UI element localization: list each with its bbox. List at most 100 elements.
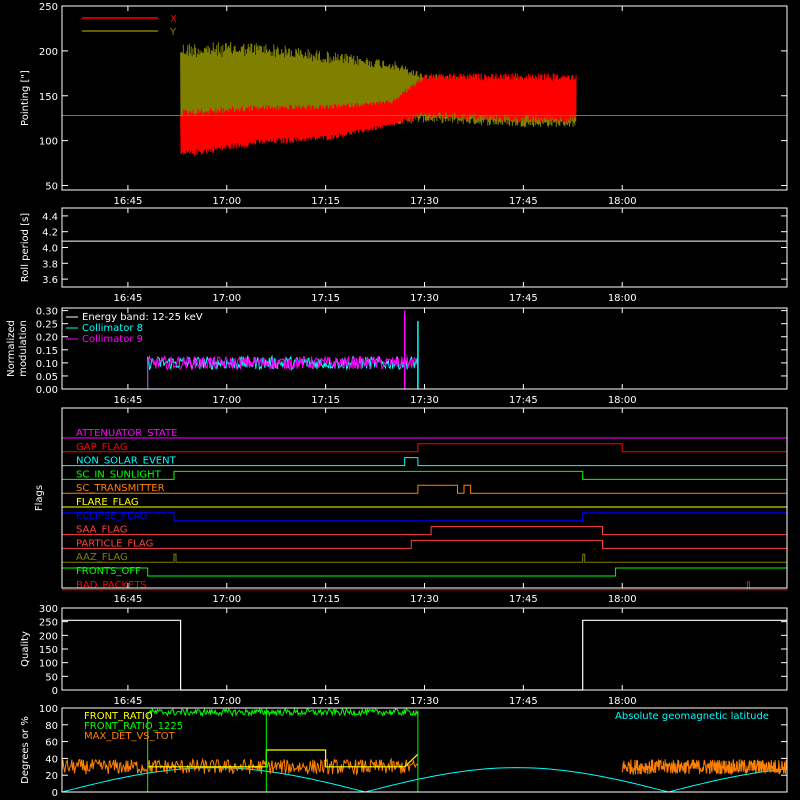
- flag-particle_flag-line: [62, 539, 787, 549]
- quality-xtick-label: 17:15: [311, 696, 340, 707]
- quality-xtick-label: 18:00: [608, 696, 637, 707]
- quality-ytick-label: 50: [45, 672, 58, 683]
- roll-ylabel: Roll period [s]: [20, 213, 31, 282]
- modulation-legend-label: Collimator 9: [82, 334, 143, 345]
- flag-eclipse_flag-line: [61, 512, 788, 522]
- pointing-ytick-label: 150: [39, 92, 58, 103]
- roll-xtick-label: 17:15: [311, 293, 340, 304]
- ratios-ylabel: Degrees or %: [20, 716, 31, 784]
- flags-xtick-label: 17:00: [212, 594, 241, 605]
- flag-sc_transmitter-label: SC_TRANSMITTER: [76, 483, 165, 494]
- pointing-xtick-label: 17:30: [410, 196, 439, 207]
- roll-ytick-label: 4.4: [42, 212, 58, 223]
- flag-bad_packets-label: BAD_PACKETS: [76, 580, 147, 591]
- latitude-annotation: Absolute geomagnetic latitude: [615, 711, 769, 722]
- flag-flare_flag-label: FLARE_FLAG: [76, 497, 139, 508]
- quality-xtick-label: 16:45: [113, 696, 142, 707]
- latitude-curve: [61, 767, 788, 793]
- ratios-frame: [61, 707, 788, 793]
- quality-xtick-label: 17:30: [410, 696, 439, 707]
- quality-ytick-label: 100: [39, 659, 58, 670]
- flags-xtick-label: 16:45: [113, 594, 142, 605]
- ratios-ytick-label: 60: [45, 738, 58, 749]
- quality-ytick-label: 200: [39, 631, 58, 642]
- flags-xtick-label: 17:15: [311, 594, 340, 605]
- modulation-ytick-label: 0.10: [36, 359, 58, 370]
- flag-saa_flag-line: [62, 526, 787, 536]
- quality-ytick-label: 300: [39, 604, 58, 615]
- modulation-xtick-label: 17:00: [212, 395, 241, 406]
- pointing-xtick-label: 18:00: [608, 196, 637, 207]
- ratios-legend-label: FRONT_RATIO_1225: [84, 721, 183, 732]
- flag-gap_flag-label: GAP_FLAG: [76, 442, 128, 453]
- ratios-ytick-label: 20: [45, 771, 58, 782]
- flag-non_solar_event-line: [62, 457, 787, 467]
- flag-fronts_off-line: [61, 567, 788, 577]
- modulation-ylabel: Normalized: [6, 320, 17, 377]
- pointing-xtick-label: 17:45: [509, 196, 538, 207]
- modulation-xtick-label: 18:00: [608, 395, 637, 406]
- pointing-xtick-label: 17:00: [212, 196, 241, 207]
- modulation-ytick-label: 0.30: [36, 307, 58, 318]
- legend-Y-label: Y: [169, 27, 177, 38]
- roll-xtick-label: 18:00: [608, 293, 637, 304]
- series-front-ratio-1225: [147, 707, 419, 792]
- flag-saa_flag-label: SAA_FLAG: [76, 525, 127, 536]
- quality-ytick-label: 250: [39, 618, 58, 629]
- pointing-xtick-label: 16:45: [113, 196, 142, 207]
- quality-ylabel: Quality: [20, 631, 31, 667]
- flag-fronts_off-label: FRONTS_OFF: [76, 566, 141, 577]
- ratios-legend-label: MAX_DET_VS_TOT: [84, 731, 176, 742]
- modulation-ytick-label: 0.20: [36, 333, 58, 344]
- modulation-legend-label: Energy band: 12-25 keV: [82, 312, 203, 323]
- ratios-ytick-label: 0: [52, 788, 58, 799]
- legend-X-label: X: [170, 14, 177, 25]
- roll-xtick-label: 17:45: [509, 293, 538, 304]
- ratios-legend-label: FRONT_RATIO: [84, 711, 153, 722]
- flag-attenuator_state-label: ATTENUATOR_STATE: [76, 428, 177, 439]
- pointing-ylabel: Pointing ["]: [20, 70, 31, 126]
- flag-sc_transmitter-line: [62, 484, 787, 494]
- modulation-ylabel: modulation: [18, 320, 29, 377]
- flag-sc_in_sunlight-label: SC_IN_SUNLIGHT: [76, 469, 162, 480]
- ratios-ytick-label: 40: [45, 754, 58, 765]
- modulation-xtick-label: 16:45: [113, 395, 142, 406]
- pointing-ytick-label: 100: [39, 137, 58, 148]
- flag-bad_packets-line: [62, 581, 787, 591]
- roll-xtick-label: 17:00: [212, 293, 241, 304]
- roll-ytick-label: 4.2: [42, 228, 58, 239]
- pointing-ytick-label: 250: [39, 2, 58, 13]
- roll-ytick-label: 3.8: [42, 259, 58, 270]
- flags-xtick-label: 18:00: [608, 594, 637, 605]
- modulation-xtick-label: 17:30: [410, 395, 439, 406]
- roll-ytick-label: 4.0: [42, 244, 58, 255]
- flag-gap_flag-line: [62, 443, 787, 453]
- roll-xtick-label: 16:45: [113, 293, 142, 304]
- series-X-line: [180, 73, 577, 156]
- modulation-legend-label: Collimator 8: [82, 323, 143, 334]
- flags-xtick-label: 17:45: [509, 594, 538, 605]
- flags-ylabel: Flags: [34, 485, 45, 511]
- ratios-ytick-label: 100: [39, 704, 58, 715]
- modulation-ytick-label: 0.00: [36, 385, 58, 396]
- roll-ytick-label: 3.6: [42, 275, 58, 286]
- roll-frame: [61, 207, 788, 288]
- flag-non_solar_event-label: NON_SOLAR_EVENT: [76, 456, 177, 467]
- series-max-det-vs-tot-1: [621, 759, 788, 776]
- flag-sc_in_sunlight-line: [62, 470, 787, 480]
- modulation-ytick-label: 0.05: [36, 372, 58, 383]
- flag-aaz_flag-label: AAZ_FLAG: [76, 552, 128, 563]
- roll-xtick-label: 17:30: [410, 293, 439, 304]
- modulation-ytick-label: 0.25: [36, 320, 58, 331]
- quality-line: [62, 619, 787, 691]
- flag-eclipse_flag-label: ECLIPSE_FLAG: [76, 511, 147, 522]
- quality-xtick-label: 17:45: [509, 696, 538, 707]
- quality-ytick-label: 0: [52, 686, 58, 697]
- pointing-ytick-label: 50: [45, 182, 58, 193]
- flags-xtick-label: 17:30: [410, 594, 439, 605]
- modulation-ytick-label: 0.15: [36, 346, 58, 357]
- quality-xtick-label: 17:00: [212, 696, 241, 707]
- pointing-xtick-label: 17:15: [311, 196, 340, 207]
- flag-particle_flag-label: PARTICLE_FLAG: [76, 538, 153, 549]
